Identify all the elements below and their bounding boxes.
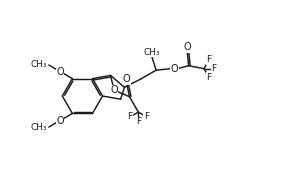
Text: O: O: [171, 64, 178, 74]
Text: F: F: [212, 64, 217, 73]
Text: O: O: [123, 74, 130, 84]
Text: CH₃: CH₃: [31, 123, 47, 132]
Text: O: O: [56, 115, 64, 126]
Text: O: O: [183, 42, 191, 52]
Text: CH₃: CH₃: [31, 60, 47, 69]
Text: CH₃: CH₃: [143, 48, 160, 57]
Text: F: F: [136, 117, 141, 126]
Text: F: F: [206, 55, 212, 65]
Text: O: O: [56, 66, 64, 76]
Text: F: F: [128, 112, 133, 121]
Text: O: O: [110, 85, 118, 95]
Text: F: F: [206, 73, 212, 82]
Text: F: F: [144, 112, 149, 121]
